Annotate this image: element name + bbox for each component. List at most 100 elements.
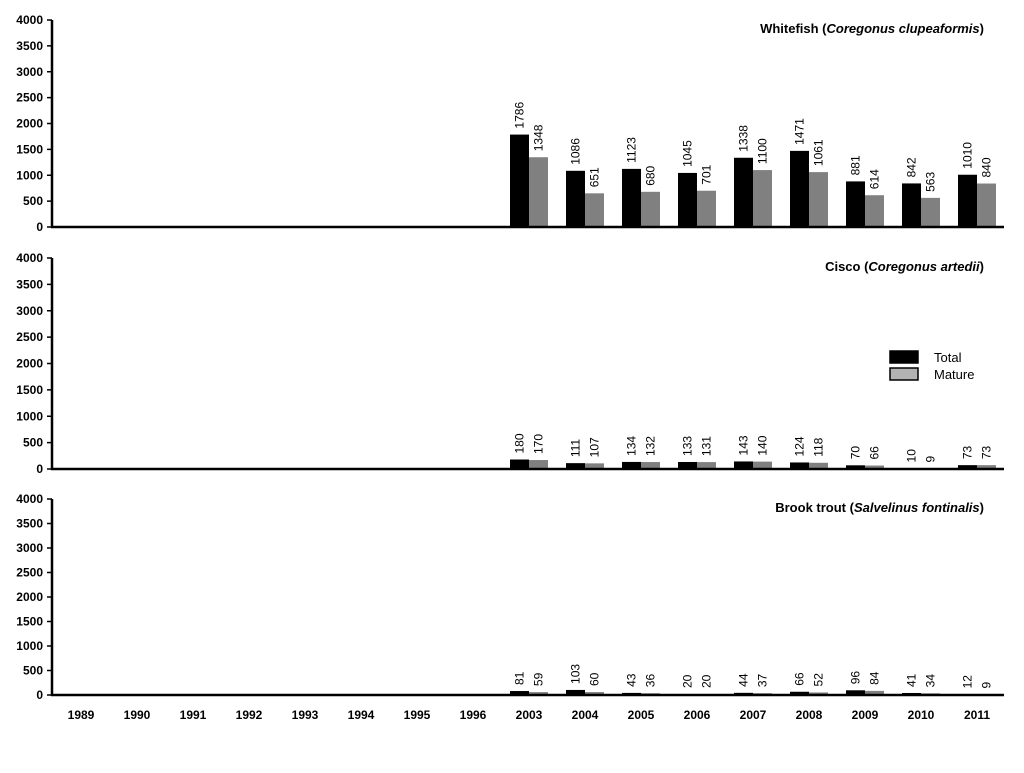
data-label: 9 bbox=[980, 682, 994, 689]
bar-total bbox=[510, 460, 529, 469]
bar-mature bbox=[529, 460, 548, 469]
bar-total bbox=[790, 151, 809, 227]
y-tick-label: 0 bbox=[36, 220, 43, 234]
y-tick-label: 2500 bbox=[16, 330, 43, 344]
x-tick-label: 2006 bbox=[684, 708, 711, 722]
bar-mature bbox=[641, 192, 660, 227]
data-label: 1123 bbox=[625, 137, 639, 163]
data-label: 1010 bbox=[961, 142, 975, 169]
data-label: 111 bbox=[569, 439, 583, 458]
data-label: 840 bbox=[980, 157, 994, 177]
data-label: 1045 bbox=[681, 140, 695, 167]
bar-mature bbox=[585, 193, 604, 227]
data-label: 563 bbox=[924, 172, 938, 192]
legend-label-mature: Mature bbox=[934, 367, 974, 382]
y-tick-label: 500 bbox=[23, 436, 43, 450]
bar-total bbox=[902, 183, 921, 227]
y-tick-label: 3000 bbox=[16, 541, 43, 555]
data-label: 37 bbox=[756, 674, 770, 688]
data-label: 1100 bbox=[756, 138, 770, 164]
data-label: 73 bbox=[980, 445, 994, 459]
data-label: 134 bbox=[625, 436, 639, 456]
bar-total bbox=[734, 158, 753, 227]
x-tick-label: 2009 bbox=[852, 708, 879, 722]
x-tick-label: 1993 bbox=[292, 708, 319, 722]
data-label: 124 bbox=[793, 436, 807, 456]
data-label: 1086 bbox=[569, 138, 583, 165]
data-label: 107 bbox=[588, 437, 602, 457]
y-tick-label: 2500 bbox=[16, 91, 43, 105]
data-label: 66 bbox=[868, 446, 882, 460]
data-label: 1786 bbox=[513, 102, 527, 129]
bar-total bbox=[622, 169, 641, 227]
data-label: 170 bbox=[532, 434, 546, 454]
x-tick-label: 2008 bbox=[796, 708, 823, 722]
data-label: 52 bbox=[812, 673, 826, 687]
data-label: 70 bbox=[849, 446, 863, 460]
y-tick-label: 500 bbox=[23, 194, 43, 208]
data-label: 1471 bbox=[793, 118, 807, 145]
data-label: 73 bbox=[961, 445, 975, 459]
x-tick-label: 1996 bbox=[460, 708, 487, 722]
bar-total bbox=[566, 171, 585, 227]
data-label: 41 bbox=[905, 673, 919, 687]
legend-swatch-mature bbox=[890, 368, 918, 380]
y-tick-label: 3500 bbox=[16, 517, 43, 531]
x-tick-label: 1990 bbox=[124, 708, 151, 722]
bar-mature bbox=[753, 170, 772, 227]
legend-label-total: Total bbox=[934, 350, 962, 365]
y-tick-label: 500 bbox=[23, 664, 43, 678]
y-tick-label: 4000 bbox=[16, 492, 43, 506]
y-tick-label: 3500 bbox=[16, 277, 43, 291]
data-label: 59 bbox=[532, 672, 546, 686]
data-label: 43 bbox=[625, 673, 639, 687]
y-tick-label: 1500 bbox=[16, 615, 43, 629]
data-label: 103 bbox=[569, 664, 583, 684]
x-tick-label: 2004 bbox=[572, 708, 599, 722]
data-label: 9 bbox=[924, 456, 938, 463]
x-tick-label: 2010 bbox=[908, 708, 935, 722]
bar-mature bbox=[697, 191, 716, 227]
x-tick-label: 1989 bbox=[68, 708, 95, 722]
data-label: 36 bbox=[644, 674, 658, 688]
bar-mature bbox=[865, 195, 884, 227]
x-tick-label: 1995 bbox=[404, 708, 431, 722]
y-tick-label: 4000 bbox=[16, 13, 43, 27]
y-tick-label: 2000 bbox=[16, 357, 43, 371]
data-label: 10 bbox=[905, 449, 919, 463]
x-tick-label: 1994 bbox=[348, 708, 375, 722]
y-tick-label: 0 bbox=[36, 462, 43, 476]
y-tick-label: 3000 bbox=[16, 65, 43, 79]
y-tick-label: 3500 bbox=[16, 39, 43, 53]
data-label: 118 bbox=[812, 437, 826, 456]
x-tick-label: 2011 bbox=[964, 708, 990, 722]
data-label: 44 bbox=[737, 673, 751, 687]
data-label: 81 bbox=[513, 671, 527, 685]
y-tick-label: 3000 bbox=[16, 304, 43, 318]
data-label: 143 bbox=[737, 435, 751, 455]
data-label: 1338 bbox=[737, 125, 751, 152]
data-label: 842 bbox=[905, 157, 919, 177]
y-tick-label: 2000 bbox=[16, 117, 43, 131]
bar-mature bbox=[529, 157, 548, 227]
data-label: 66 bbox=[793, 672, 807, 686]
data-label: 131 bbox=[700, 436, 714, 456]
x-tick-label: 1991 bbox=[180, 708, 207, 722]
bar-total bbox=[510, 135, 529, 227]
data-label: 132 bbox=[644, 436, 658, 456]
panel-title: Cisco (Coregonus artedii) bbox=[825, 259, 984, 274]
data-label: 60 bbox=[588, 672, 602, 686]
y-tick-label: 1000 bbox=[16, 409, 43, 423]
data-label: 180 bbox=[513, 433, 527, 453]
bar-mature bbox=[921, 198, 940, 227]
data-label: 881 bbox=[849, 155, 863, 175]
bar-total bbox=[958, 175, 977, 227]
y-tick-label: 4000 bbox=[16, 251, 43, 265]
y-tick-label: 1000 bbox=[16, 168, 43, 182]
panel-title: Whitefish (Coregonus clupeaformis) bbox=[760, 21, 984, 36]
data-label: 614 bbox=[868, 169, 882, 189]
x-tick-label: 2003 bbox=[516, 708, 543, 722]
y-tick-label: 0 bbox=[36, 688, 43, 702]
